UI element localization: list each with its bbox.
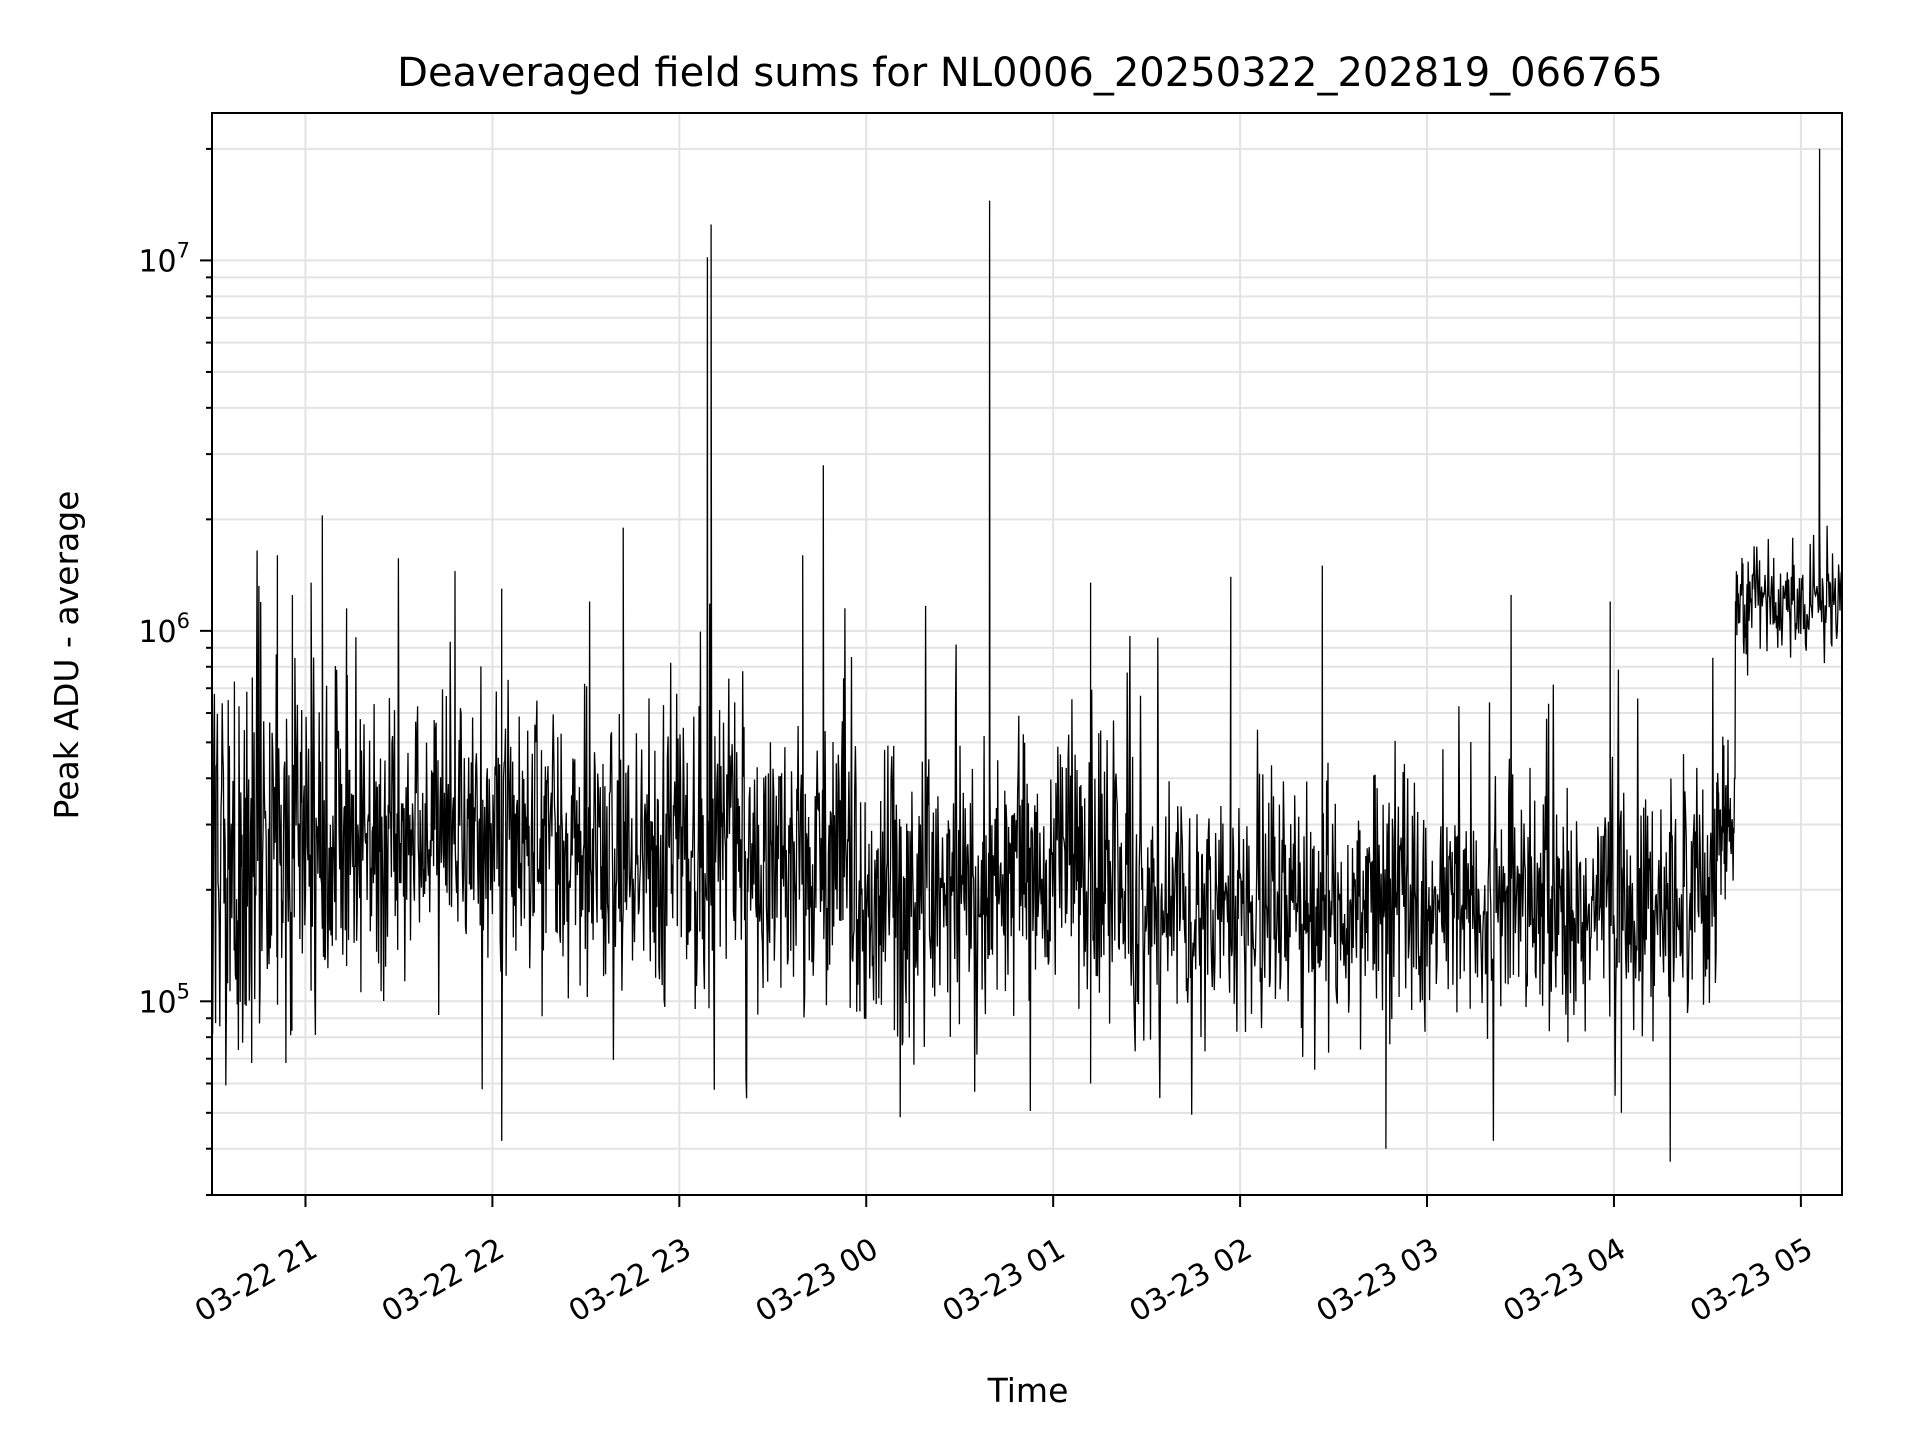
x-tick-label: 03-23 04 [1498,1232,1632,1330]
y-tick-label: 107 [138,238,190,279]
x-tick-label: 03-22 21 [189,1232,323,1330]
x-axis-ticks: 03-22 21 03-22 22 03-22 23 03-23 00 03-23 01… [189,1195,1819,1329]
grid-lines [212,113,1842,1196]
y-axis-title: Peak ADU - average [47,491,86,820]
x-tick-label: 03-23 03 [1311,1232,1445,1330]
y-tick-label: 106 [138,609,190,650]
plot-frame [211,112,1843,1196]
y-tick-label: 105 [138,979,190,1020]
y-axis-ticks: 105 106 107 [138,147,212,1196]
x-tick-label: 03-23 00 [750,1232,884,1330]
x-tick-label: 03-22 23 [563,1232,697,1330]
data-series-line [211,148,1842,1162]
x-axis-title: Time [987,1371,1069,1410]
chart-title: Deaveraged field sums for NL0006_2025032… [397,50,1663,96]
x-tick-label: 03-23 02 [1124,1232,1258,1330]
x-tick-label: 03-23 01 [937,1232,1071,1330]
x-tick-label: 03-22 22 [376,1232,510,1330]
series-line [211,148,1842,1162]
x-tick-label: 03-23 05 [1685,1232,1819,1330]
